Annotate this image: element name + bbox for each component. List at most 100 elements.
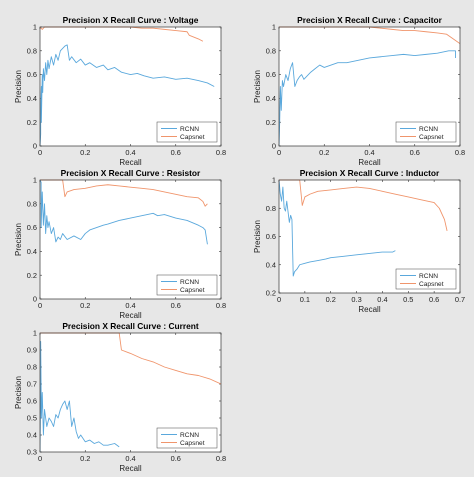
axes-frame <box>39 332 222 453</box>
x-tick-label: 0.8 <box>216 454 226 463</box>
x-tick-label: 0 <box>277 148 281 157</box>
x-axis-label: Recall <box>119 311 141 320</box>
x-tick-label: 0.6 <box>410 148 420 157</box>
y-tick-label: 0.2 <box>266 118 276 127</box>
x-tick-label: 0.2 <box>80 148 90 157</box>
x-tick-label: 0.4 <box>125 301 135 310</box>
x-axis-label: Recall <box>119 158 141 167</box>
y-tick-label: 0.4 <box>27 431 37 440</box>
y-tick-label: 0 <box>33 142 37 151</box>
x-tick-label: 0 <box>38 301 42 310</box>
y-tick-label: 0.4 <box>266 94 276 103</box>
x-tick-label: 0.2 <box>319 148 329 157</box>
legend-label-rcnn: RCNN <box>419 273 438 280</box>
legend-label-capsnet: Capsnet <box>180 287 205 294</box>
y-axis-label: Precision <box>253 220 262 253</box>
x-tick-label: 0.6 <box>171 301 181 310</box>
legend-label-rcnn: RCNN <box>180 126 199 133</box>
y-tick-label: 0.9 <box>27 346 37 355</box>
x-tick-label: 0.5 <box>403 295 413 304</box>
y-tick-label: 1 <box>272 176 276 185</box>
chart-capacitor: 0 0.2 0.4 0.6 0.8 0 0.2 0.4 0.6 0.8 1 Precision X R… <box>253 15 465 167</box>
x-tick-label: 0.4 <box>125 148 135 157</box>
chart-title: Precision X Recall Curve : Capacitor <box>297 15 442 25</box>
y-tick-label: 0.6 <box>27 223 37 232</box>
chart-resistor: 0 0.2 0.4 0.6 0.8 0 0.2 0.4 0.6 0.8 1 Precision X R… <box>14 168 226 320</box>
y-tick-label: 0.6 <box>27 70 37 79</box>
y-tick-label: 0.4 <box>266 260 276 269</box>
x-tick-label: 0.2 <box>80 301 90 310</box>
y-axis-label: Precision <box>14 376 23 409</box>
legend-label-capsnet: Capsnet <box>180 134 205 141</box>
legend-label-capsnet: Capsnet <box>419 281 444 288</box>
y-tick-label: 0.8 <box>266 46 276 55</box>
y-tick-label: 0.2 <box>27 118 37 127</box>
chart-title: Precision X Recall Curve : Voltage <box>63 15 199 25</box>
y-axis-label: Precision <box>253 70 262 103</box>
legend-label-rcnn: RCNN <box>180 432 199 439</box>
chart-voltage: 0 0.2 0.4 0.6 0.8 0 0.2 0.4 0.6 0.8 1 Precision X R… <box>14 15 226 167</box>
y-tick-label: 1 <box>33 329 37 338</box>
x-tick-label: 0.6 <box>171 454 181 463</box>
x-tick-label: 0.6 <box>429 295 439 304</box>
axes-frame <box>278 26 461 147</box>
y-tick-label: 0.8 <box>266 204 276 213</box>
legend-label-capsnet: Capsnet <box>180 440 205 447</box>
x-tick-label: 0.4 <box>125 454 135 463</box>
y-tick-label: 0 <box>33 295 37 304</box>
x-tick-label: 0.8 <box>216 301 226 310</box>
x-tick-label: 0.2 <box>80 454 90 463</box>
series-line-rcnn <box>279 179 396 277</box>
axes-frame <box>39 179 222 300</box>
chart-title: Precision X Recall Curve : Current <box>62 321 199 331</box>
x-tick-label: 0 <box>38 454 42 463</box>
y-tick-label: 1 <box>33 23 37 32</box>
series-line-capsnet <box>279 179 448 231</box>
y-axis-label: Precision <box>14 223 23 256</box>
y-tick-label: 1 <box>33 176 37 185</box>
chart-title: Precision X Recall Curve : Inductor <box>300 168 440 178</box>
series-line-rcnn <box>40 179 208 245</box>
x-axis-label: Recall <box>358 305 380 314</box>
x-tick-label: 0.7 <box>455 295 465 304</box>
x-tick-label: 0.8 <box>455 148 465 157</box>
y-tick-label: 0.8 <box>27 199 37 208</box>
chart-inductor: 0 0.1 0.2 0.3 0.4 0.5 0.6 0.7 0.2 0.4 0.6 0.8 1 Preci… <box>253 168 465 314</box>
series-line-capsnet <box>40 179 208 207</box>
series-line-rcnn <box>40 44 215 147</box>
x-tick-label: 0.1 <box>300 295 310 304</box>
y-tick-label: 0.7 <box>27 380 37 389</box>
x-tick-label: 0.4 <box>364 148 374 157</box>
y-tick-label: 0.4 <box>27 247 37 256</box>
x-tick-label: 0 <box>38 148 42 157</box>
legend-label-rcnn: RCNN <box>180 279 199 286</box>
y-tick-label: 0.2 <box>27 271 37 280</box>
chart-current: 0 0.2 0.4 0.6 0.8 0.3 0.4 0.5 0.6 0.7 0.8 0.9 1 Preci… <box>14 321 226 473</box>
y-tick-label: 0 <box>272 142 276 151</box>
chart-title: Precision X Recall Curve : Resistor <box>61 168 201 178</box>
y-tick-label: 1 <box>272 23 276 32</box>
axes-frame <box>278 179 461 294</box>
y-axis-label: Precision <box>14 70 23 103</box>
x-axis-label: Recall <box>358 158 380 167</box>
x-tick-label: 0.2 <box>326 295 336 304</box>
series-line-rcnn <box>279 50 456 147</box>
series-line-rcnn <box>40 341 120 453</box>
x-tick-label: 0.6 <box>171 148 181 157</box>
x-tick-label: 0.8 <box>216 148 226 157</box>
y-tick-label: 0.6 <box>27 397 37 406</box>
charts-container: 0 0.2 0.4 0.6 0.8 0 0.2 0.4 0.6 0.8 1 Precision X R… <box>14 15 465 473</box>
x-tick-label: 0.4 <box>377 295 387 304</box>
y-tick-label: 0.4 <box>27 94 37 103</box>
y-tick-label: 0.3 <box>27 448 37 457</box>
x-tick-label: 0 <box>277 295 281 304</box>
y-tick-label: 0.8 <box>27 363 37 372</box>
x-axis-label: Recall <box>119 464 141 473</box>
legend-label-capsnet: Capsnet <box>419 134 444 141</box>
y-tick-label: 0.6 <box>266 232 276 241</box>
y-tick-label: 0.5 <box>27 414 37 423</box>
